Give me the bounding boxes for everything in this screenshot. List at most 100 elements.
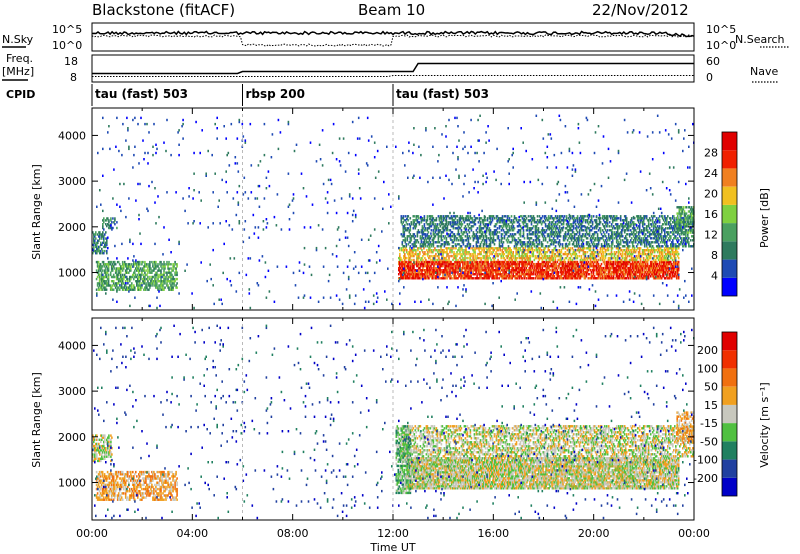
range-cell	[167, 286, 169, 289]
range-cell	[452, 266, 454, 270]
range-cell	[148, 282, 150, 285]
range-cell	[547, 271, 550, 274]
range-cell	[643, 251, 646, 254]
range-cell	[118, 280, 121, 283]
range-cell	[433, 258, 435, 262]
range-cell	[526, 256, 528, 260]
range-cell	[513, 271, 515, 274]
range-cell	[494, 275, 496, 278]
range-cell	[144, 271, 146, 274]
range-cell	[599, 258, 602, 262]
range-cell	[636, 269, 639, 272]
range-cell	[116, 277, 119, 281]
range-cell	[672, 254, 675, 258]
range-cell	[623, 249, 626, 252]
range-cell	[593, 264, 596, 268]
range-cell	[639, 275, 642, 278]
range-cell	[627, 269, 630, 272]
range-cell	[547, 219, 550, 222]
range-cell	[114, 269, 117, 272]
range-cell	[423, 217, 426, 220]
range-cell	[152, 284, 154, 287]
range-cell	[155, 273, 157, 277]
range-cell	[480, 264, 482, 268]
range-cell	[534, 264, 537, 268]
range-cell	[616, 275, 619, 278]
range-cell	[528, 277, 531, 280]
range-cell	[434, 227, 437, 230]
range-cell	[176, 286, 178, 289]
range-cell	[593, 266, 596, 270]
range-cell	[136, 284, 138, 287]
range-cell	[515, 256, 517, 260]
range-cell	[481, 262, 483, 266]
range-cell	[641, 271, 644, 274]
range-cell	[462, 273, 464, 276]
range-cell	[653, 273, 656, 276]
range-cell	[412, 219, 415, 222]
range-cell	[138, 263, 140, 266]
range-cell	[431, 223, 434, 226]
range-cell	[454, 215, 457, 218]
range-cell	[418, 231, 421, 234]
range-cell	[673, 262, 676, 266]
range-cell	[668, 252, 671, 256]
range-cell	[403, 251, 405, 254]
range-cell	[454, 273, 456, 276]
range-cell	[593, 269, 596, 272]
range-cell	[144, 286, 146, 289]
range-cell	[671, 271, 674, 274]
range-cell	[505, 275, 507, 278]
range-cell	[123, 286, 126, 289]
range-cell	[408, 273, 410, 276]
range-cell	[530, 273, 533, 276]
range-cell	[506, 269, 508, 272]
range-cell	[442, 271, 444, 274]
range-cell	[478, 219, 481, 222]
range-cell	[566, 277, 569, 280]
range-cell	[406, 235, 409, 238]
range-cell	[587, 256, 590, 260]
range-cell	[654, 262, 657, 266]
range-cell	[562, 235, 565, 238]
range-cell	[479, 217, 482, 220]
range-cell	[538, 215, 541, 218]
range-cell	[476, 256, 478, 260]
range-cell	[100, 252, 102, 255]
range-cell	[550, 229, 553, 232]
range-cell	[434, 256, 436, 260]
range-cell	[171, 282, 173, 285]
range-cell	[552, 258, 555, 262]
range-cell	[574, 256, 577, 260]
range-cell	[139, 269, 141, 272]
range-cell	[541, 215, 544, 218]
range-cell	[137, 267, 139, 270]
range-cell	[429, 215, 432, 218]
range-cell	[530, 221, 533, 224]
range-cell	[398, 262, 400, 266]
range-cell	[588, 247, 591, 250]
range-cell	[413, 215, 416, 218]
range-cell	[500, 264, 502, 268]
range-cell	[445, 239, 448, 242]
range-cell	[437, 273, 439, 276]
range-cell	[481, 231, 484, 234]
range-cell	[675, 262, 678, 266]
range-cell	[560, 215, 563, 218]
range-cell	[121, 263, 124, 266]
range-cell	[472, 249, 474, 252]
range-cell	[488, 277, 490, 280]
range-cell	[418, 254, 420, 258]
range-cell	[494, 252, 496, 256]
range-cell	[652, 275, 655, 278]
range-cell	[106, 239, 108, 242]
range-cell	[423, 273, 425, 276]
range-cell	[441, 221, 444, 224]
range-cell	[540, 256, 543, 260]
range-cell	[458, 221, 461, 224]
range-cell	[621, 256, 624, 260]
range-cell	[595, 264, 598, 268]
range-cell	[668, 247, 671, 250]
range-cell	[410, 269, 412, 272]
range-cell	[548, 256, 551, 260]
